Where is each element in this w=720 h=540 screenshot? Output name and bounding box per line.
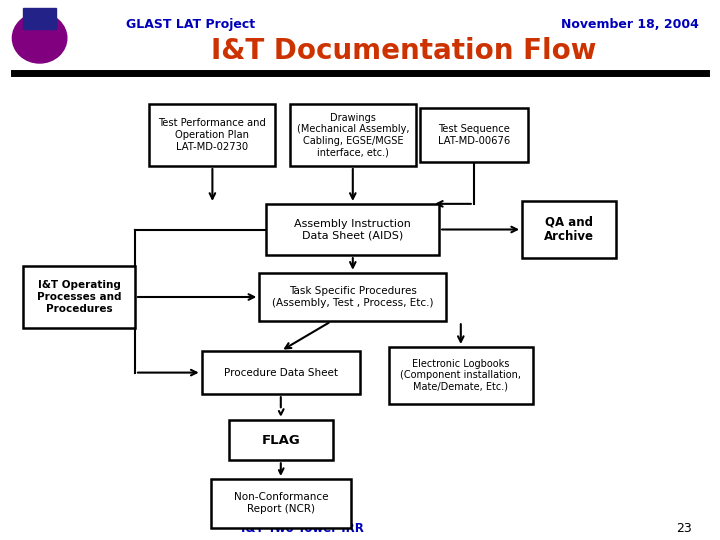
Text: Electronic Logbooks
(Component installation,
Mate/Demate, Etc.): Electronic Logbooks (Component installat…: [400, 359, 521, 392]
Circle shape: [12, 13, 67, 63]
Text: Assembly Instruction
Data Sheet (AIDS): Assembly Instruction Data Sheet (AIDS): [294, 219, 411, 240]
Text: Task Specific Procedures
(Assembly, Test , Process, Etc.): Task Specific Procedures (Assembly, Test…: [272, 286, 433, 308]
FancyBboxPatch shape: [202, 351, 360, 394]
Text: 23: 23: [676, 522, 692, 535]
Text: I&T Operating
Processes and
Procedures: I&T Operating Processes and Procedures: [37, 280, 122, 314]
Bar: [23, 8, 56, 29]
Text: Test Sequence
LAT-MD-00676: Test Sequence LAT-MD-00676: [438, 124, 510, 146]
Text: November 18, 2004: November 18, 2004: [561, 18, 698, 31]
Text: QA and
Archive: QA and Archive: [544, 215, 594, 244]
FancyBboxPatch shape: [266, 204, 439, 255]
FancyBboxPatch shape: [210, 479, 351, 528]
FancyBboxPatch shape: [229, 420, 333, 460]
FancyBboxPatch shape: [420, 108, 528, 162]
Text: FLAG: FLAG: [261, 434, 300, 447]
FancyBboxPatch shape: [259, 273, 446, 321]
Text: Drawings
(Mechanical Assembly,
Cabling, EGSE/MGSE
interface, etc.): Drawings (Mechanical Assembly, Cabling, …: [297, 113, 409, 157]
Text: Non-Conformance
Report (NCR): Non-Conformance Report (NCR): [233, 492, 328, 514]
Text: I&T Documentation Flow: I&T Documentation Flow: [210, 37, 596, 65]
Text: I&T Two Tower IRR: I&T Two Tower IRR: [241, 522, 364, 535]
Text: GLAST LAT Project: GLAST LAT Project: [126, 18, 255, 31]
FancyBboxPatch shape: [23, 266, 135, 328]
FancyBboxPatch shape: [150, 104, 275, 166]
Text: Procedure Data Sheet: Procedure Data Sheet: [224, 368, 338, 377]
Text: Test Performance and
Operation Plan
LAT-MD-02730: Test Performance and Operation Plan LAT-…: [158, 118, 266, 152]
FancyBboxPatch shape: [289, 104, 416, 166]
FancyBboxPatch shape: [522, 201, 616, 258]
FancyBboxPatch shape: [389, 347, 533, 404]
